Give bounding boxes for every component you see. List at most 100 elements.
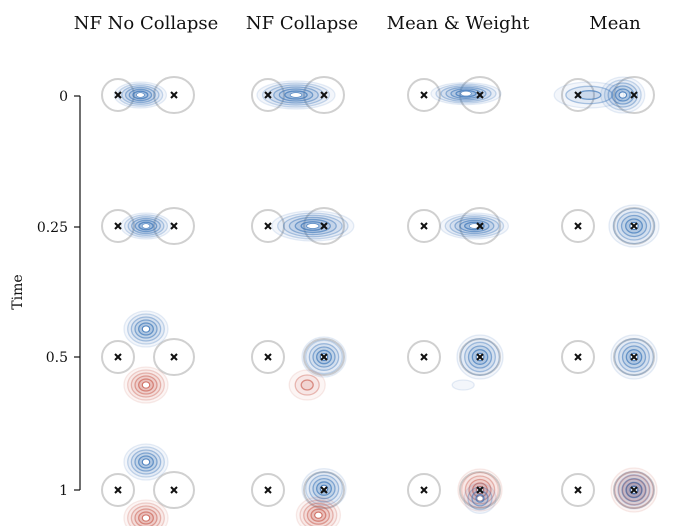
target-circle-right (303, 76, 345, 114)
target-circle-right (459, 338, 501, 376)
target-circle-left (407, 209, 441, 243)
target-marker-right (630, 91, 638, 99)
target-marker-right (476, 91, 484, 99)
target-marker-left (114, 222, 122, 230)
column-title-nf-collapse: NF Collapse (246, 13, 358, 34)
target-circle-left (407, 78, 441, 112)
target-circle-left (251, 209, 285, 243)
target-marker-right (630, 353, 638, 361)
y-axis-label: Time (10, 274, 26, 309)
target-marker-left (114, 91, 122, 99)
target-circle-left (101, 473, 135, 507)
y-tick-label-0.5: 0.5 (46, 350, 68, 366)
target-marker-right (170, 486, 178, 494)
density-blob-blue (600, 76, 646, 114)
target-circle-right (459, 76, 501, 114)
panel-r0-c1 (251, 76, 345, 114)
panel-r2-c3 (561, 334, 658, 380)
target-circle-left (101, 78, 135, 112)
density-blob-blue (463, 482, 497, 515)
target-marker-right (320, 353, 328, 361)
panel-r1-c2 (407, 207, 510, 245)
target-circle-right (613, 338, 655, 376)
panel-r0-c3 (553, 76, 655, 114)
density-blob-red (288, 369, 326, 401)
target-marker-left (114, 486, 122, 494)
panel-r0-c0 (101, 76, 195, 114)
target-marker-left (264, 486, 272, 494)
target-marker-left (574, 222, 582, 230)
panel-r3-c2 (407, 468, 503, 515)
target-marker-right (630, 486, 638, 494)
target-marker-right (476, 486, 484, 494)
target-marker-left (264, 91, 272, 99)
y-tick-label-1: 1 (59, 483, 68, 499)
target-marker-right (170, 222, 178, 230)
target-marker-right (320, 91, 328, 99)
target-circle-left (101, 209, 135, 243)
target-circle-left (561, 78, 595, 112)
target-circle-left (407, 473, 441, 507)
density-blob-blue (120, 212, 172, 240)
target-circle-left (101, 340, 135, 374)
panel-r1-c3 (561, 204, 660, 248)
target-marker-left (114, 353, 122, 361)
target-circle-right (613, 207, 655, 245)
density-blob-red (295, 496, 342, 526)
target-circle-right (153, 471, 195, 509)
target-marker-right (476, 353, 484, 361)
target-circle-left (561, 340, 595, 374)
target-marker-right (320, 222, 328, 230)
panel-r2-c2 (407, 334, 504, 391)
density-blob-blue (113, 81, 168, 109)
panel-r1-c1 (251, 207, 355, 245)
target-circle-right (303, 471, 345, 509)
target-circle-right (459, 471, 501, 509)
target-circle-right (153, 338, 195, 376)
target-marker-left (264, 222, 272, 230)
column-title-nf-no-collapse: NF No Collapse (74, 13, 219, 34)
y-tick-label-0.25: 0.25 (37, 220, 68, 236)
density-blob-red (123, 366, 169, 404)
panel-r3-c1 (251, 467, 347, 526)
panel-r2-c0 (101, 310, 195, 404)
target-circle-right (153, 76, 195, 114)
target-circle-left (251, 473, 285, 507)
density-blob-red (123, 499, 169, 526)
target-marker-left (420, 91, 428, 99)
target-marker-left (574, 353, 582, 361)
column-title-mean-weight: Mean & Weight (387, 13, 530, 34)
target-marker-left (574, 486, 582, 494)
target-circle-left (251, 340, 285, 374)
panel-r2-c1 (251, 336, 347, 401)
panel-r3-c0 (101, 443, 195, 526)
y-tick-label-0: 0 (59, 89, 68, 105)
panel-r0-c2 (407, 76, 502, 114)
target-circle-right (613, 471, 655, 509)
target-marker-right (170, 353, 178, 361)
target-circle-left (561, 473, 595, 507)
target-circle-right (303, 338, 345, 376)
target-marker-right (320, 486, 328, 494)
target-circle-right (153, 207, 195, 245)
target-circle-left (561, 209, 595, 243)
target-circle-left (251, 78, 285, 112)
density-blob-blue (301, 467, 347, 510)
target-marker-right (170, 91, 178, 99)
density-blob-blue (123, 310, 169, 348)
target-marker-left (420, 353, 428, 361)
panel-r1-c0 (101, 207, 195, 245)
density-blob-blue (430, 81, 502, 106)
target-circle-left (407, 340, 441, 374)
density-blob-blue (439, 212, 510, 240)
density-blob-blue (451, 379, 475, 391)
target-marker-right (630, 222, 638, 230)
target-marker-left (420, 486, 428, 494)
panel-grid (101, 76, 660, 526)
target-marker-right (476, 222, 484, 230)
target-circle-right (613, 76, 655, 114)
target-circle-right (303, 207, 345, 245)
panel-r3-c3 (561, 467, 658, 513)
density-blob-blue (271, 210, 355, 242)
